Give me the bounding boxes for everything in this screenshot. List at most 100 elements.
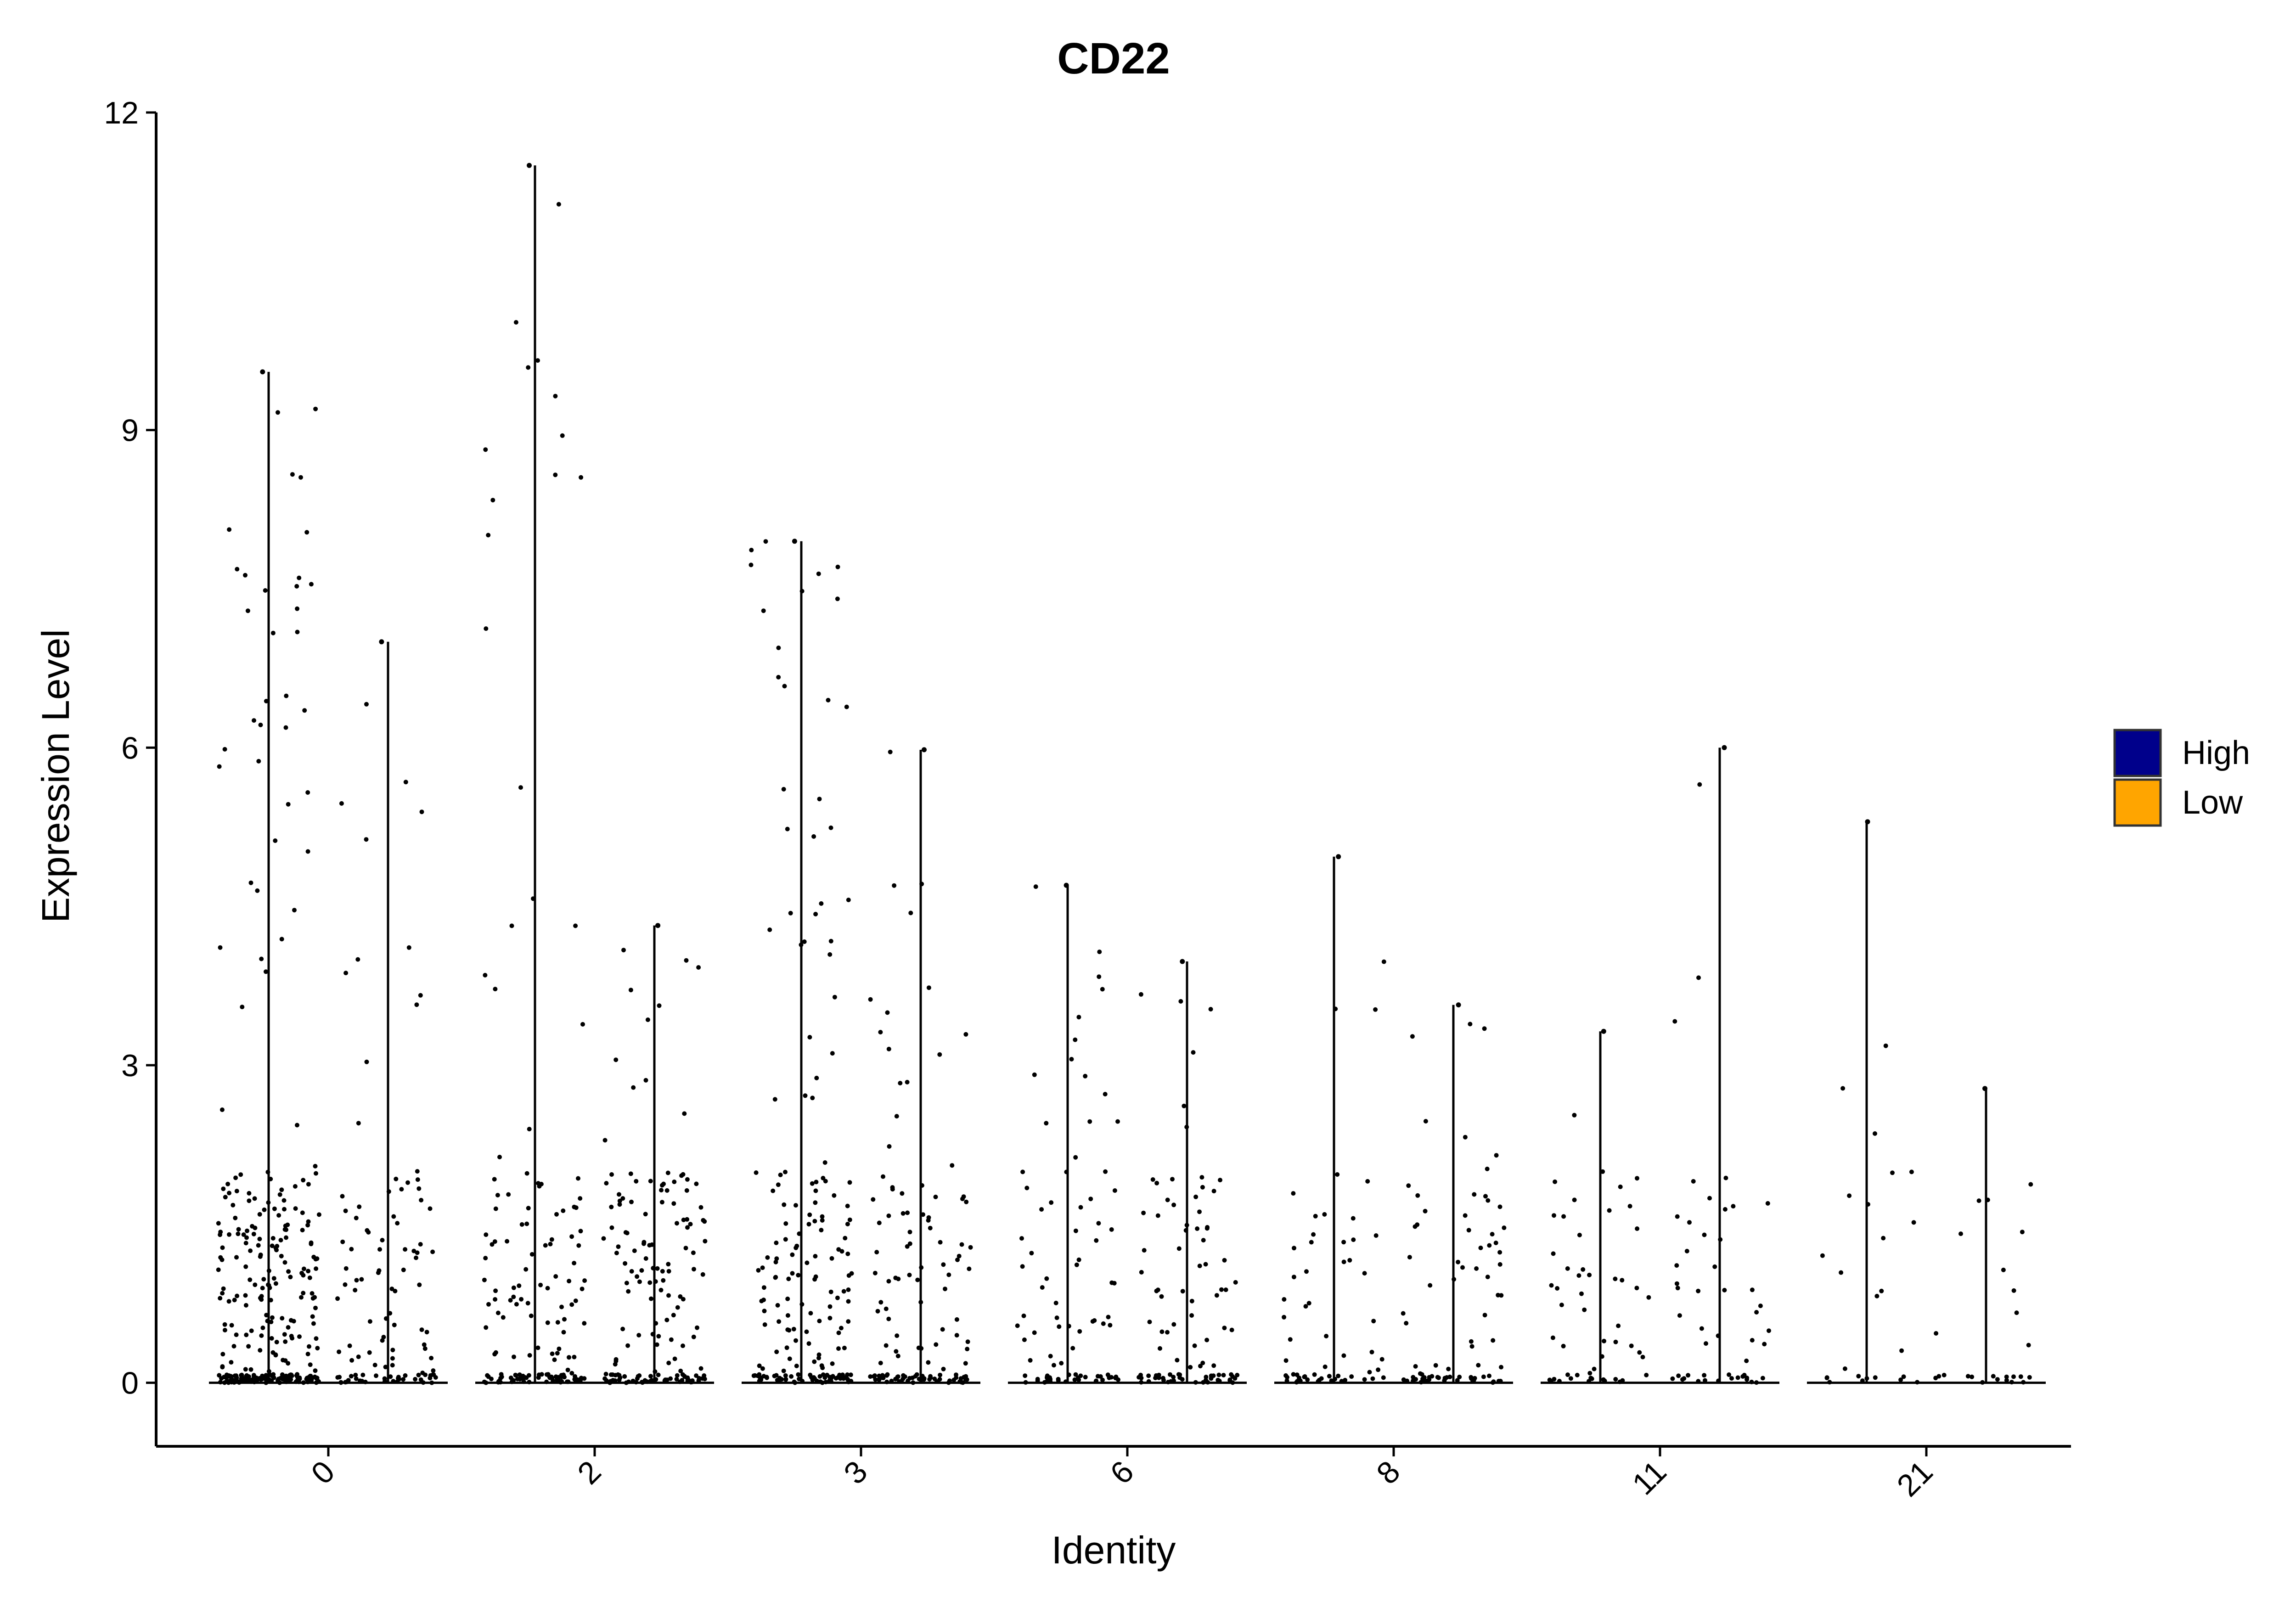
data-point — [827, 952, 833, 957]
data-point — [868, 997, 873, 1002]
data-point — [1482, 1026, 1487, 1031]
data-point — [1302, 1374, 1307, 1379]
data-point — [264, 1373, 269, 1378]
data-point — [836, 1330, 841, 1335]
data-point — [675, 1305, 680, 1310]
data-point — [1469, 1375, 1474, 1380]
data-point — [1208, 1007, 1213, 1011]
data-point — [1088, 1197, 1093, 1202]
data-point — [1602, 1378, 1607, 1383]
data-point — [609, 1204, 614, 1209]
data-point — [832, 1193, 837, 1198]
data-point — [951, 1377, 957, 1382]
data-point — [899, 1379, 904, 1384]
data-point — [1762, 1342, 1767, 1347]
data-point — [1469, 1339, 1474, 1344]
data-point — [832, 995, 837, 1000]
data-point — [1640, 1354, 1645, 1360]
data-point — [416, 1372, 421, 1377]
data-point — [429, 1380, 434, 1385]
data-point — [1433, 1363, 1438, 1368]
data-point — [359, 1277, 364, 1282]
data-point — [895, 1354, 900, 1359]
data-point — [919, 1265, 924, 1270]
data-point — [1109, 1227, 1114, 1232]
data-point — [1165, 1197, 1170, 1202]
data-point — [306, 1269, 311, 1274]
data-point — [777, 1319, 782, 1324]
data-point — [1620, 1278, 1625, 1283]
data-point — [282, 1332, 287, 1337]
data-point — [1205, 1225, 1210, 1230]
data-point — [562, 1317, 567, 1322]
data-point — [682, 1111, 687, 1116]
data-point — [366, 1230, 371, 1235]
data-point — [1216, 1372, 1221, 1377]
data-point — [374, 1373, 378, 1378]
data-point — [898, 1081, 903, 1085]
data-point — [567, 1279, 572, 1284]
data-point — [313, 1257, 318, 1262]
data-point — [1154, 1180, 1159, 1186]
data-point — [877, 1373, 882, 1378]
data-point — [233, 1215, 238, 1220]
data-point — [403, 1247, 408, 1252]
data-point — [1575, 1372, 1580, 1377]
data-point — [305, 1352, 310, 1356]
data-point — [1183, 1228, 1188, 1233]
data-point — [654, 1342, 659, 1347]
data-point — [222, 1322, 227, 1327]
data-point — [613, 1373, 618, 1378]
data-point — [1415, 1193, 1420, 1198]
data-point — [889, 1378, 894, 1383]
data-point — [493, 987, 498, 992]
data-point — [845, 1203, 850, 1208]
data-point — [2021, 1380, 2026, 1385]
data-point — [1073, 1228, 1078, 1233]
data-point — [911, 1380, 916, 1385]
data-point — [793, 1380, 798, 1385]
data-point — [288, 1275, 293, 1280]
data-point — [490, 1242, 495, 1247]
data-point — [266, 1283, 271, 1288]
data-point — [1847, 1193, 1852, 1198]
data-point — [525, 1301, 530, 1306]
data-point — [790, 1252, 795, 1257]
data-point — [1191, 1050, 1196, 1055]
data-point — [1341, 1259, 1346, 1264]
data-point — [529, 1252, 535, 1257]
data-point — [1109, 1280, 1114, 1285]
data-point — [1406, 1183, 1411, 1188]
data-point — [1094, 1238, 1099, 1243]
data-point — [907, 1230, 912, 1235]
data-point — [757, 1363, 762, 1368]
data-point — [226, 1380, 231, 1385]
data-point — [761, 1374, 766, 1379]
data-point — [1379, 1357, 1384, 1362]
data-point — [539, 1181, 544, 1186]
data-point — [527, 1380, 532, 1384]
data-point — [263, 588, 268, 593]
data-point — [1674, 1263, 1679, 1268]
data-point — [391, 1379, 396, 1384]
data-point — [1758, 1304, 1763, 1309]
data-point — [1168, 1372, 1172, 1377]
data-point — [393, 1288, 398, 1293]
data-point — [1032, 1330, 1037, 1335]
data-point — [377, 1247, 382, 1252]
data-point — [1115, 1119, 1120, 1124]
data-point — [813, 911, 818, 916]
data-point — [295, 1372, 300, 1377]
data-point — [269, 1336, 274, 1341]
data-point — [431, 1368, 436, 1373]
data-point — [406, 945, 411, 950]
data-point — [1154, 1373, 1159, 1378]
data-point — [293, 1184, 298, 1189]
data-point — [835, 596, 840, 601]
data-point — [835, 1295, 840, 1300]
data-point — [793, 1203, 798, 1208]
data-point — [695, 1325, 699, 1330]
data-point — [305, 849, 310, 854]
data-point — [388, 1311, 393, 1316]
